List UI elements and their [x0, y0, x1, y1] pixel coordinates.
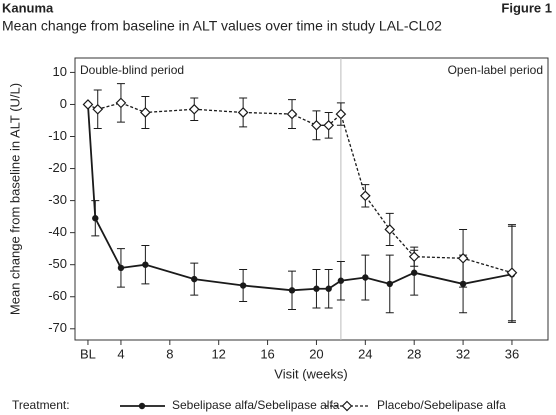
plot-frame [74, 57, 549, 341]
data-point [92, 215, 99, 222]
data-point [506, 267, 518, 279]
x-axis-label: Visit (weeks) [274, 366, 347, 381]
data-point [313, 285, 320, 292]
x-tick-label: 36 [505, 346, 519, 361]
annotation: Double-blind period [80, 63, 184, 77]
product-name: Kanuma [2, 0, 54, 15]
y-tick-label: -50 [48, 256, 67, 271]
y-tick-label: -30 [48, 192, 67, 207]
data-point [82, 99, 94, 110]
legend-label: Sebelipase alfa/Sebelipase alfa [172, 398, 340, 412]
data-point [115, 97, 127, 109]
data-point [237, 107, 249, 118]
x-tick-label: 12 [211, 346, 225, 361]
data-point [325, 285, 332, 292]
data-point [286, 108, 298, 120]
data-point [384, 224, 396, 235]
data-point [288, 287, 296, 294]
x-tick-label: 28 [407, 346, 421, 361]
x-tick-label: 16 [260, 346, 274, 361]
y-axis-label: Mean change from baseline in ALT (U/L) [7, 83, 22, 315]
figure-label: Figure 1 [501, 0, 552, 15]
x-tick-label: 8 [166, 346, 173, 361]
y-tick-label: -10 [48, 128, 67, 143]
y-tick-label: -60 [48, 288, 67, 303]
y-tick-label: -20 [48, 160, 67, 175]
data-point [408, 251, 420, 263]
series-line [87, 104, 513, 292]
data-point [323, 119, 335, 131]
series-line [87, 102, 513, 274]
legend-marker [138, 402, 146, 410]
data-point [335, 108, 347, 120]
legend-title: Treatment: [12, 398, 70, 412]
legend-label: Placebo/Sebelipase alfa [377, 398, 506, 412]
data-point [386, 280, 393, 288]
y-tick-label: -40 [48, 224, 67, 239]
legend-marker [341, 400, 353, 412]
x-tick-label: 20 [309, 346, 323, 361]
annotation: Open-label period [448, 63, 543, 77]
data-point [457, 252, 469, 264]
x-tick-label: BL [80, 346, 96, 361]
data-point [311, 119, 322, 131]
data-point [140, 107, 151, 118]
x-tick-label: 32 [456, 346, 470, 361]
data-point [117, 264, 125, 272]
data-point [142, 261, 149, 268]
y-tick-label: -70 [48, 320, 67, 335]
x-tick-label: 4 [117, 346, 124, 361]
data-point [337, 277, 345, 284]
chart-title: Mean change from baseline in ALT values … [2, 18, 442, 34]
data-point [92, 103, 104, 115]
data-point [239, 282, 247, 289]
data-point [362, 274, 369, 281]
y-tick-label: 10 [53, 64, 67, 79]
data-point [411, 269, 418, 276]
data-point [188, 103, 200, 115]
y-tick-label: 0 [60, 96, 67, 111]
data-point [359, 190, 371, 202]
data-point [191, 275, 198, 283]
x-tick-label: 24 [358, 346, 372, 361]
